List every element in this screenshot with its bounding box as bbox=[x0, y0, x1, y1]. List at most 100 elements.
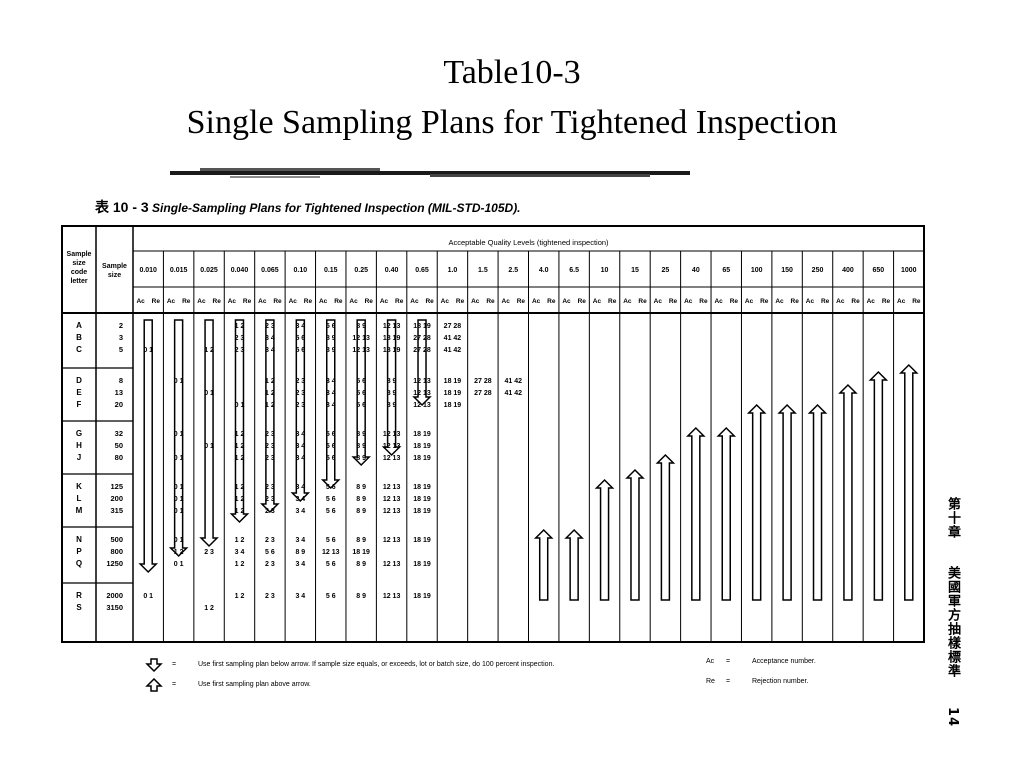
acre-value: 8 9 bbox=[295, 549, 305, 556]
re-header: Re bbox=[608, 298, 617, 305]
legend-ac-text: Acceptance number. bbox=[752, 658, 816, 665]
re-header: Re bbox=[152, 298, 161, 305]
acre-value: 18 19 bbox=[413, 537, 431, 544]
up-arrow-icon bbox=[746, 403, 767, 601]
acre-value: 1 2 bbox=[235, 431, 245, 438]
aql-level: 0.040 bbox=[231, 267, 249, 274]
sample-size: 315 bbox=[110, 506, 123, 515]
re-header: Re bbox=[365, 298, 374, 305]
code-letter: E bbox=[76, 388, 82, 397]
acre-value: 5 6 bbox=[356, 390, 366, 397]
acre-value: 3 4 bbox=[295, 431, 305, 438]
acre-value: 2 3 bbox=[295, 378, 305, 385]
acre-value: 41 42 bbox=[505, 390, 523, 397]
sample-size: 1250 bbox=[106, 559, 123, 568]
acre-value: 2 3 bbox=[235, 347, 245, 354]
re-header: Re bbox=[638, 298, 647, 305]
code-letter: S bbox=[76, 603, 82, 612]
re-header: Re bbox=[425, 298, 434, 305]
acre-value: 12 13 bbox=[352, 335, 370, 342]
ac-header: Ac bbox=[867, 298, 876, 305]
code-letter: F bbox=[77, 400, 82, 409]
legend-ac-eq: = bbox=[726, 658, 731, 665]
acre-value: 3 4 bbox=[295, 508, 305, 515]
acre-value: 2 3 bbox=[265, 496, 275, 503]
acre-value: 0 1 bbox=[143, 347, 153, 354]
acre-value: 41 42 bbox=[444, 335, 462, 342]
acre-value: 3 4 bbox=[295, 496, 305, 503]
acre-value: 5 6 bbox=[326, 593, 336, 600]
acre-value: 8 9 bbox=[356, 508, 366, 515]
acre-value: 0 1 bbox=[174, 378, 184, 385]
up-arrow-icon bbox=[898, 363, 919, 601]
acre-value: 18 19 bbox=[444, 402, 462, 409]
acre-value: 12 13 bbox=[383, 561, 401, 568]
acre-value: 18 19 bbox=[413, 443, 431, 450]
acre-value: 2 3 bbox=[235, 335, 245, 342]
acre-value: 41 42 bbox=[444, 347, 462, 354]
down-arrow-icon bbox=[381, 319, 402, 457]
acre-value: 2 3 bbox=[295, 402, 305, 409]
up-arrow-icon bbox=[777, 403, 797, 601]
re-header: Re bbox=[182, 298, 191, 305]
code-letter: H bbox=[76, 441, 82, 450]
header-size-label: size bbox=[108, 272, 121, 279]
acre-value: 18 19 bbox=[413, 431, 431, 438]
down-arrow-icon bbox=[138, 319, 159, 574]
legend-re-eq: = bbox=[726, 678, 731, 685]
chapter-title: 美國軍方抽樣標準 bbox=[945, 566, 960, 679]
acre-value: 18 19 bbox=[413, 323, 431, 330]
legend-down-text: Use first sampling plan below arrow. If … bbox=[198, 661, 555, 668]
up-arrow-icon bbox=[868, 370, 889, 601]
acre-value: 8 9 bbox=[356, 496, 366, 503]
sample-size: 3 bbox=[119, 333, 123, 342]
acre-value: 3 4 bbox=[295, 561, 305, 568]
acre-value: 12 13 bbox=[383, 443, 401, 450]
ac-header: Ac bbox=[410, 298, 419, 305]
re-header: Re bbox=[213, 298, 222, 305]
ac-header: Ac bbox=[197, 298, 206, 305]
ac-header: Ac bbox=[289, 298, 298, 305]
aql-level: 250 bbox=[812, 267, 824, 274]
re-header: Re bbox=[730, 298, 739, 305]
down-arrow-icon bbox=[412, 319, 432, 407]
ac-header: Ac bbox=[714, 298, 723, 305]
sample-size: 200 bbox=[110, 494, 123, 503]
header-size-label: Sample bbox=[102, 263, 127, 270]
acre-value: 2 3 bbox=[295, 390, 305, 397]
acre-value: 5 6 bbox=[326, 431, 336, 438]
aql-level: 0.015 bbox=[170, 267, 188, 274]
ac-header: Ac bbox=[897, 298, 906, 305]
code-letter: P bbox=[76, 547, 82, 556]
acre-value: 12 13 bbox=[322, 549, 340, 556]
acre-value: 2 3 bbox=[265, 484, 275, 491]
ac-header: Ac bbox=[380, 298, 389, 305]
acre-value: 0 1 bbox=[204, 443, 214, 450]
acre-value: 0 1 bbox=[174, 431, 184, 438]
acre-value: 27 28 bbox=[474, 378, 492, 385]
aql-level: 0.065 bbox=[261, 267, 279, 274]
sample-size: 500 bbox=[110, 535, 123, 544]
re-header: Re bbox=[243, 298, 252, 305]
aql-level: 0.25 bbox=[354, 267, 368, 274]
legend-ac-key: Ac bbox=[706, 658, 715, 665]
acre-value: 3 4 bbox=[265, 335, 275, 342]
acre-value: 18 19 bbox=[444, 378, 462, 385]
sample-size: 8 bbox=[119, 376, 123, 385]
code-letter: N bbox=[76, 535, 82, 544]
re-header: Re bbox=[517, 298, 526, 305]
aql-level: 400 bbox=[842, 267, 854, 274]
legend-down-arrow-icon bbox=[145, 658, 163, 672]
aql-level: 40 bbox=[692, 267, 700, 274]
chapter-label: 第十章 bbox=[945, 497, 960, 539]
ac-header: Ac bbox=[319, 298, 328, 305]
acre-value: 8 9 bbox=[356, 443, 366, 450]
acre-value: 8 9 bbox=[387, 378, 397, 385]
up-arrow-icon bbox=[564, 528, 584, 601]
header-code-label: code bbox=[71, 269, 87, 276]
acre-value: 2 3 bbox=[265, 561, 275, 568]
acre-value: 2 3 bbox=[265, 537, 275, 544]
aql-level: 10 bbox=[601, 267, 609, 274]
legend-up-text: Use first sampling plan above arrow. bbox=[198, 681, 311, 688]
up-arrow-icon bbox=[533, 528, 554, 601]
